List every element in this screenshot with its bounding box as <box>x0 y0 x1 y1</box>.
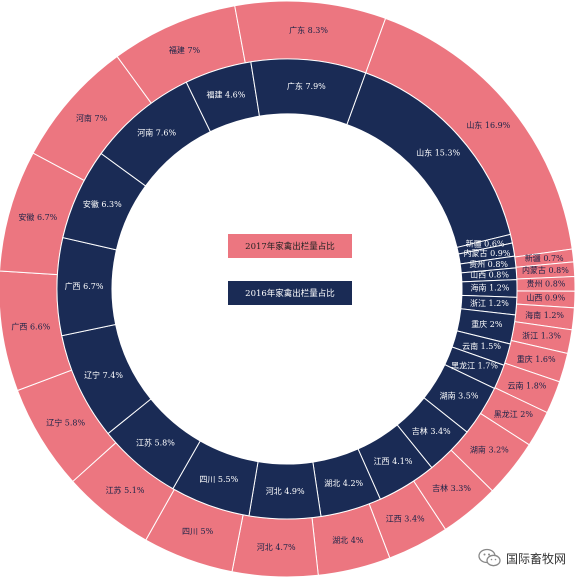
outer-ring-label: 黑龙江 2% <box>494 409 534 419</box>
inner-ring-label: 辽宁 7.4% <box>84 370 123 380</box>
inner-ring-label: 山东 15.3% <box>416 148 460 158</box>
inner-ring-label: 山西 0.8% <box>470 270 509 280</box>
legend-2017: 2017年家禽出栏量占比 <box>228 234 352 258</box>
inner-ring-2016 <box>56 58 518 520</box>
outer-ring-label: 海南 1.2% <box>525 310 564 320</box>
inner-ring-label: 黑龙江 1.7% <box>451 361 498 371</box>
inner-ring-label: 贵州 0.8% <box>469 259 508 269</box>
inner-ring-label: 新疆 0.6% <box>466 239 505 249</box>
outer-ring-label: 河北 4.7% <box>257 542 296 552</box>
inner-ring-label: 江西 4.1% <box>374 457 413 466</box>
watermark-text: 国际畜牧网 <box>505 551 566 566</box>
outer-ring-label: 辽宁 5.8% <box>46 417 85 427</box>
outer-ring-label: 河南 7% <box>76 113 108 123</box>
inner-ring-label: 重庆 2% <box>471 319 503 329</box>
outer-ring-labels: 山东 16.9% 新疆 0.7% 内蒙古 0.8% 贵州 0.8% 山西 0.9% 海南 … <box>11 25 569 552</box>
outer-ring-label: 山东 16.9% <box>466 120 510 130</box>
outer-ring-label: 浙江 1.3% <box>522 330 561 340</box>
inner-ring-label: 河北 4.9% <box>266 486 305 496</box>
inner-ring-label: 福建 4.6% <box>206 89 245 99</box>
outer-ring-label: 云南 1.8% <box>508 380 547 390</box>
inner-ring-label: 四川 5.5% <box>199 475 238 484</box>
inner-ring-labels: 山东 15.3% 新疆 0.6%内蒙古 0.9%贵州 0.8%山西 0.8% 海南 … <box>65 81 511 496</box>
inner-ring-label: 浙江 1.2% <box>470 298 509 308</box>
outer-ring-label: 新疆 0.7% <box>525 253 564 263</box>
inner-ring-label: 江苏 5.8% <box>136 438 175 448</box>
watermark: 国际畜牧网 <box>478 548 566 568</box>
outer-ring-label: 重庆 1.6% <box>517 354 556 364</box>
outer-ring-label: 山西 0.9% <box>526 293 565 303</box>
inner-ring-label: 吉林 3.4% <box>412 426 451 436</box>
outer-ring-label: 广东 8.3% <box>289 25 328 35</box>
inner-ring-label: 河南 7.6% <box>137 127 176 137</box>
outer-ring-label: 内蒙古 0.8% <box>522 265 569 275</box>
inner-ring-label: 内蒙古 0.9% <box>464 248 511 258</box>
inner-ring-label: 湖北 4.2% <box>324 479 363 488</box>
wechat-icon <box>478 548 501 567</box>
outer-ring-label: 安徽 6.7% <box>18 212 57 222</box>
outer-ring-label: 四川 5% <box>182 527 214 536</box>
inner-ring-label: 广东 7.9% <box>287 81 326 91</box>
outer-ring-label: 广西 6.6% <box>11 321 50 331</box>
outer-ring-label: 江西 3.4% <box>386 514 425 523</box>
inner-ring-label: 广西 6.7% <box>65 281 104 291</box>
inner-ring-label: 云南 1.5% <box>462 341 501 351</box>
outer-ring-label: 江苏 5.1% <box>106 485 145 495</box>
outer-ring-label: 湖北 4% <box>332 536 364 545</box>
outer-ring-label: 福建 7% <box>169 45 201 55</box>
inner-ring-label: 海南 1.2% <box>471 283 510 293</box>
inner-ring-label: 湖南 3.5% <box>440 391 479 401</box>
inner-ring-label: 安徽 6.3% <box>83 199 122 209</box>
inner-ring-slice <box>250 58 367 126</box>
outer-ring-label: 湖南 3.2% <box>470 445 509 455</box>
outer-ring-label: 吉林 3.3% <box>432 483 471 493</box>
outer-ring-label: 贵州 0.8% <box>527 278 566 288</box>
legend-2016: 2016年家禽出栏量占比 <box>228 281 352 305</box>
